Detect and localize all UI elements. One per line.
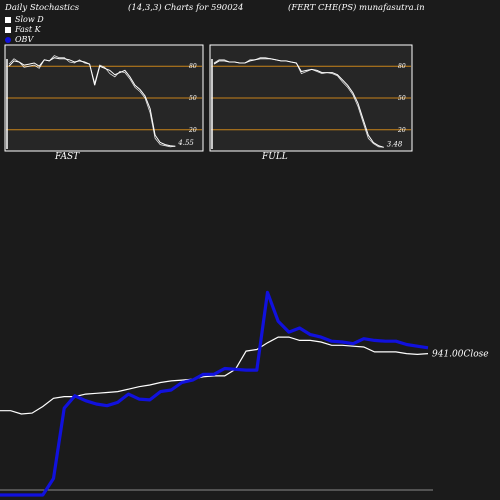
legend-fast-k: Fast K [5,25,41,34]
full-y-tick: 50 [398,95,406,102]
fast-y-tick: 50 [189,95,197,102]
fast-stochastic-panel: 20 50 80 4.55 [4,44,204,152]
legend-fast-k-swatch [5,26,11,33]
full-y-tick: 80 [398,63,406,70]
fast-y-tick: 80 [189,63,197,70]
legend-obv-label: OBV [15,35,34,44]
header-title: Daily Stochastics [5,3,80,13]
header-source: (FERT CHE(PS) munafasutra.in [288,3,425,13]
full-stochastic-panel: 20 50 80 3.48 [209,44,413,152]
panel-caption-fast: FAST [55,152,80,162]
header-params: (14,3,3) Charts for 590024 [128,3,244,13]
legend-slow-d-swatch [5,16,11,23]
fast-series-line [8,55,176,148]
legend-slow-d-label: Slow D [15,15,44,24]
close-value-label: 941.00Close [432,350,489,360]
full-value-label: 3.48 [387,140,403,148]
fast-value-label: 4.55 [177,139,194,147]
legend-slow-d: Slow D [5,15,44,24]
full-y-tick: 20 [397,127,406,134]
legend-fast-k-label: Fast K [15,25,41,34]
obv-line [0,290,429,497]
legend-obv-swatch [5,36,11,43]
legend-obv: OBV [5,35,33,44]
full-series-line [213,57,384,148]
fast-y-tick: 20 [188,127,197,134]
panel-caption-full: FULL [262,152,288,162]
price-obv-chart: 941.00Close [0,290,489,497]
